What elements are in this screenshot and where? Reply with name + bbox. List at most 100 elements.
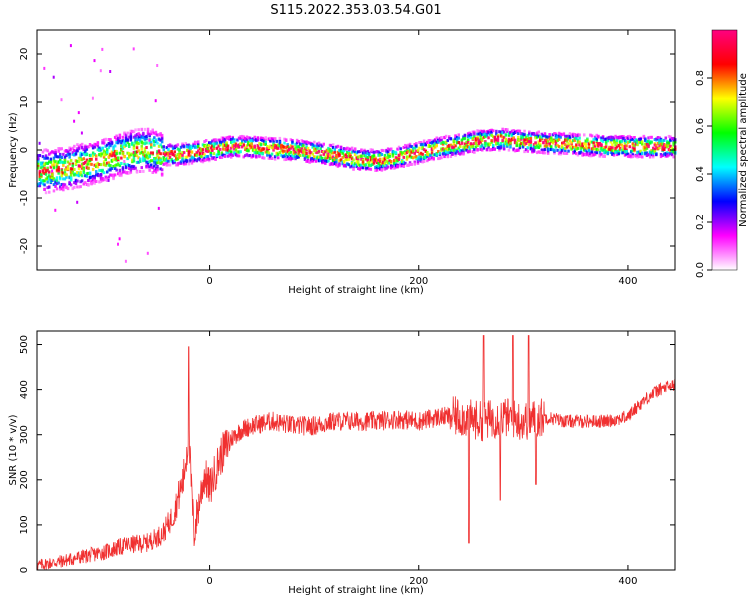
spectrogram-cell (557, 131, 561, 135)
spectrogram-cell (451, 146, 454, 150)
spectrogram-cell (410, 148, 413, 152)
spectrogram-cell (650, 140, 653, 144)
spectrogram-cell (146, 156, 150, 160)
spectrogram-cell (360, 163, 363, 167)
spectrogram-cell (283, 149, 286, 153)
spectrogram-cell (104, 158, 107, 162)
spectrogram-cell (444, 134, 448, 138)
spectrogram-cell (553, 148, 556, 152)
spectrogram-cell (565, 151, 569, 155)
spectrogram-cell (247, 140, 250, 144)
spectrogram-cell (157, 206, 160, 210)
spectrogram-cell (128, 167, 131, 170)
spectrogram-cell (636, 143, 639, 147)
spectrogram-cell (55, 155, 59, 159)
spectrogram-cell (388, 148, 391, 152)
spectrogram-cell (104, 152, 107, 156)
spectrogram-cell (656, 137, 660, 141)
spectrogram-cell (328, 148, 332, 152)
spectrogram-cell (572, 135, 575, 139)
spectrogram-cell (264, 150, 267, 154)
spectrogram-cell (353, 147, 357, 151)
spectrogram-cell (559, 135, 562, 139)
spectrogram-cell (474, 138, 478, 141)
spectrogram-cell (557, 133, 561, 137)
spectrogram-cell (190, 156, 194, 160)
spectrogram-cell (385, 159, 388, 163)
spectrogram-cell (316, 156, 319, 160)
spectrogram-cell (422, 155, 426, 159)
spectrogram-cell (208, 149, 211, 153)
spectrogram-cell (145, 160, 148, 164)
spectrogram-cell (316, 146, 319, 150)
spectrogram-cell (179, 160, 183, 164)
spectrogram-cell (284, 152, 288, 156)
spectrogram-cell (250, 139, 253, 143)
spectrogram-cell (80, 152, 84, 156)
spectrogram-cell (93, 152, 96, 156)
spectrogram-cell (63, 177, 67, 181)
spectrogram-cell (479, 133, 482, 137)
spectrogram-cell (382, 149, 385, 153)
spectrogram-cell (275, 144, 278, 148)
spectrogram-cell (222, 139, 225, 143)
spectrogram-cell (579, 142, 583, 146)
spectrogram-cell (532, 147, 536, 151)
spectrogram-cell (501, 135, 504, 139)
spectrogram-cell (608, 136, 611, 140)
spectrogram-cell (314, 159, 318, 163)
spectrogram-cell (43, 179, 46, 183)
spectrogram-cell (432, 140, 435, 144)
spectrogram-cell (52, 189, 56, 193)
spectrogram-cell (115, 141, 118, 145)
spectrogram-cell (230, 150, 233, 154)
spectrogram-cell (123, 132, 126, 136)
spectrogram-cell (419, 141, 423, 144)
spectrogram-cell (151, 138, 154, 142)
spectrogram-cell (339, 158, 343, 162)
spectrogram-cell (350, 146, 354, 150)
spectrogram-cell (317, 149, 321, 153)
spectrogram-cell (286, 145, 289, 149)
spectrogram-cell (230, 146, 233, 150)
spectrogram-cell (95, 173, 98, 177)
spectrogram-cell (598, 142, 602, 146)
spectrogram-cell (85, 183, 89, 186)
spectrogram-cell (449, 150, 453, 154)
spectrogram-cell (401, 164, 404, 168)
spectrogram-cell (219, 143, 222, 147)
spectrogram-cell (672, 147, 675, 151)
spectrogram-cell (465, 144, 468, 148)
spectrogram-cell (102, 178, 106, 182)
spectrogram-cell (305, 142, 308, 146)
spectrogram-cell (131, 158, 134, 162)
spectrogram-cell (587, 146, 591, 150)
spectrogram-cell (109, 173, 112, 177)
spectrogram-cell (499, 146, 503, 150)
spectrogram-cell (278, 144, 282, 148)
spectrogram-cell (593, 152, 597, 156)
spectrogram-cell (579, 146, 583, 150)
spectrogram-cell (564, 138, 567, 142)
spectrogram-cell (123, 142, 126, 146)
spectrogram-cell (77, 160, 81, 164)
spectrogram-cell (449, 148, 453, 152)
spectrogram-cell (80, 162, 84, 166)
spectrogram-cell (280, 145, 283, 149)
x-tick-label: 0 (206, 576, 212, 587)
spectrogram-cell (82, 151, 85, 155)
spectrogram-cell (54, 185, 57, 188)
spectrogram-cell (672, 136, 675, 140)
spectrogram-cell (292, 148, 296, 151)
spectrogram-cell (60, 147, 63, 151)
spectrogram-cell (443, 141, 446, 145)
spectrogram-cell (407, 155, 410, 159)
spectrogram-cell (667, 153, 671, 157)
spectrogram-cell (167, 159, 170, 163)
spectrogram-cell (487, 145, 490, 149)
spectrogram-cell (193, 140, 197, 144)
spectrogram-cell (510, 129, 514, 133)
spectrogram-cell (620, 148, 624, 152)
spectrogram-cell (106, 150, 109, 154)
spectrogram-cell (598, 154, 602, 158)
